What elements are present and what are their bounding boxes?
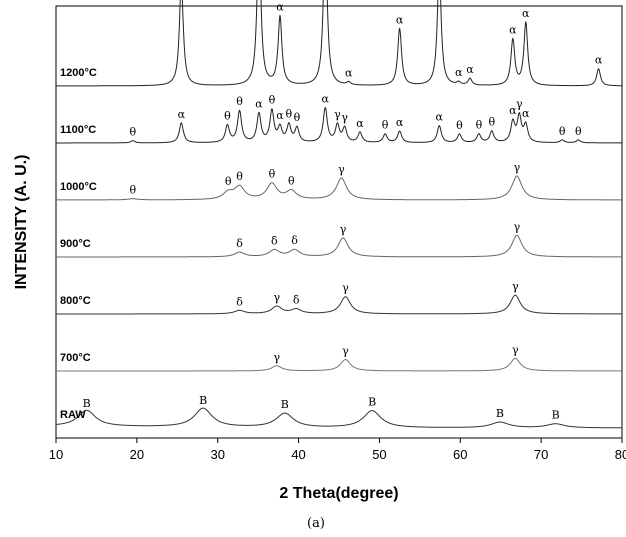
x-tick-label: 10 bbox=[49, 447, 63, 462]
x-tick-label: 30 bbox=[210, 447, 224, 462]
peak-labels: ααααααααααααθαθθαθαθθαγγαθααθθθαγαθθθθθθ… bbox=[83, 0, 603, 422]
peak-phase-label: γ bbox=[516, 98, 523, 111]
trace-line bbox=[55, 0, 623, 87]
peak-phase-label: γ bbox=[340, 223, 347, 236]
trace-name-label: 1000°C bbox=[60, 181, 97, 193]
peak-phase-label: θ bbox=[236, 170, 243, 183]
figure-caption: (a) bbox=[307, 516, 325, 531]
peak-phase-label: θ bbox=[456, 119, 463, 132]
peak-phase-label: γ bbox=[334, 108, 341, 121]
peak-phase-label: B bbox=[199, 394, 207, 407]
trace-line bbox=[55, 407, 623, 429]
peak-phase-label: γ bbox=[273, 291, 280, 304]
peak-phase-label: α bbox=[522, 107, 530, 120]
peak-phase-label: θ bbox=[130, 126, 137, 139]
trace-line bbox=[55, 107, 623, 144]
peak-phase-label: α bbox=[509, 104, 517, 117]
trace-name-label: 1100°C bbox=[60, 124, 96, 136]
trace-name-label: 1200°C bbox=[60, 67, 97, 79]
x-tick-label: 50 bbox=[372, 447, 386, 462]
peak-phase-label: γ bbox=[512, 343, 519, 356]
peak-phase-label: δ bbox=[236, 237, 243, 250]
peak-phase-label: α bbox=[396, 13, 404, 26]
peak-phase-label: B bbox=[368, 396, 376, 409]
x-tick-label: 80 bbox=[615, 447, 626, 462]
peak-phase-label: γ bbox=[341, 111, 348, 124]
peak-phase-label: α bbox=[466, 63, 474, 76]
peak-phase-label: α bbox=[509, 23, 517, 36]
peak-phase-label: B bbox=[83, 397, 91, 410]
peak-phase-label: γ bbox=[342, 282, 349, 295]
peak-phase-label: α bbox=[396, 116, 404, 129]
peak-phase-label: α bbox=[436, 111, 444, 124]
peak-phase-label: δ bbox=[293, 293, 300, 306]
peak-phase-label: γ bbox=[342, 345, 349, 358]
trace-name-label: RAW bbox=[60, 409, 86, 421]
peak-phase-label: θ bbox=[382, 119, 389, 132]
peak-phase-label: θ bbox=[476, 119, 483, 132]
peak-phase-label: B bbox=[281, 398, 289, 411]
peak-phase-label: α bbox=[276, 109, 284, 122]
trace-line bbox=[55, 357, 623, 372]
peak-phase-label: γ bbox=[512, 280, 519, 293]
peak-phase-label: θ bbox=[224, 109, 231, 122]
x-tick-label: 70 bbox=[534, 447, 548, 462]
x-axis-title: 2 Theta(degree) bbox=[279, 485, 398, 502]
peak-phase-label: γ bbox=[338, 163, 345, 176]
peak-phase-label: α bbox=[322, 92, 330, 105]
trace-name-label: 800°C bbox=[60, 295, 91, 307]
peak-phase-label: γ bbox=[514, 220, 521, 233]
trace-name-label: 900°C bbox=[60, 238, 91, 250]
peak-phase-label: θ bbox=[489, 116, 496, 129]
peak-phase-label: B bbox=[552, 409, 560, 422]
peak-phase-label: B bbox=[496, 407, 504, 420]
peak-phase-label: γ bbox=[273, 351, 280, 364]
peak-phase-label: θ bbox=[288, 174, 295, 187]
peak-phase-label: α bbox=[178, 108, 186, 121]
peak-phase-label: θ bbox=[559, 125, 566, 138]
x-axis: 10 20 30 40 50 60 70 80 bbox=[49, 438, 626, 462]
peak-phase-label: θ bbox=[575, 125, 582, 138]
peak-phase-label: θ bbox=[236, 95, 243, 108]
peak-phase-label: δ bbox=[236, 295, 243, 308]
trace-line bbox=[55, 234, 623, 258]
plot-area-border bbox=[55, 5, 623, 439]
trace-line bbox=[55, 175, 623, 201]
peak-phase-label: δ bbox=[291, 234, 298, 247]
peak-phase-label: θ bbox=[269, 168, 276, 181]
peak-phase-label: α bbox=[276, 0, 284, 13]
trace-name-label: 700°C bbox=[60, 352, 91, 364]
peak-phase-label: γ bbox=[514, 161, 521, 174]
peak-phase-label: α bbox=[356, 117, 364, 130]
peak-phase-label: θ bbox=[269, 94, 276, 107]
x-tick-label: 40 bbox=[291, 447, 305, 462]
peak-phase-label: α bbox=[595, 54, 603, 67]
peak-phase-label: α bbox=[345, 66, 353, 79]
peak-phase-label: α bbox=[255, 97, 263, 110]
peak-phase-label: θ bbox=[294, 111, 301, 124]
plot-frame bbox=[55, 5, 623, 439]
x-tick-label: 60 bbox=[453, 447, 467, 462]
y-axis-title: INTENSITY (A. U.) bbox=[13, 155, 30, 290]
trace-labels: 1200°C 1100°C 1000°C 900°C 800°C 700°C RAW bbox=[60, 67, 97, 421]
peak-phase-label: θ bbox=[286, 108, 293, 121]
peak-phase-label: θ bbox=[225, 175, 232, 188]
peak-phase-label: θ bbox=[130, 184, 137, 197]
x-tick-label: 20 bbox=[130, 447, 144, 462]
xrd-traces bbox=[55, 0, 623, 429]
trace-line bbox=[55, 294, 623, 315]
peak-phase-label: α bbox=[522, 7, 530, 20]
peak-phase-label: α bbox=[455, 66, 463, 79]
peak-phase-label: δ bbox=[271, 234, 278, 247]
